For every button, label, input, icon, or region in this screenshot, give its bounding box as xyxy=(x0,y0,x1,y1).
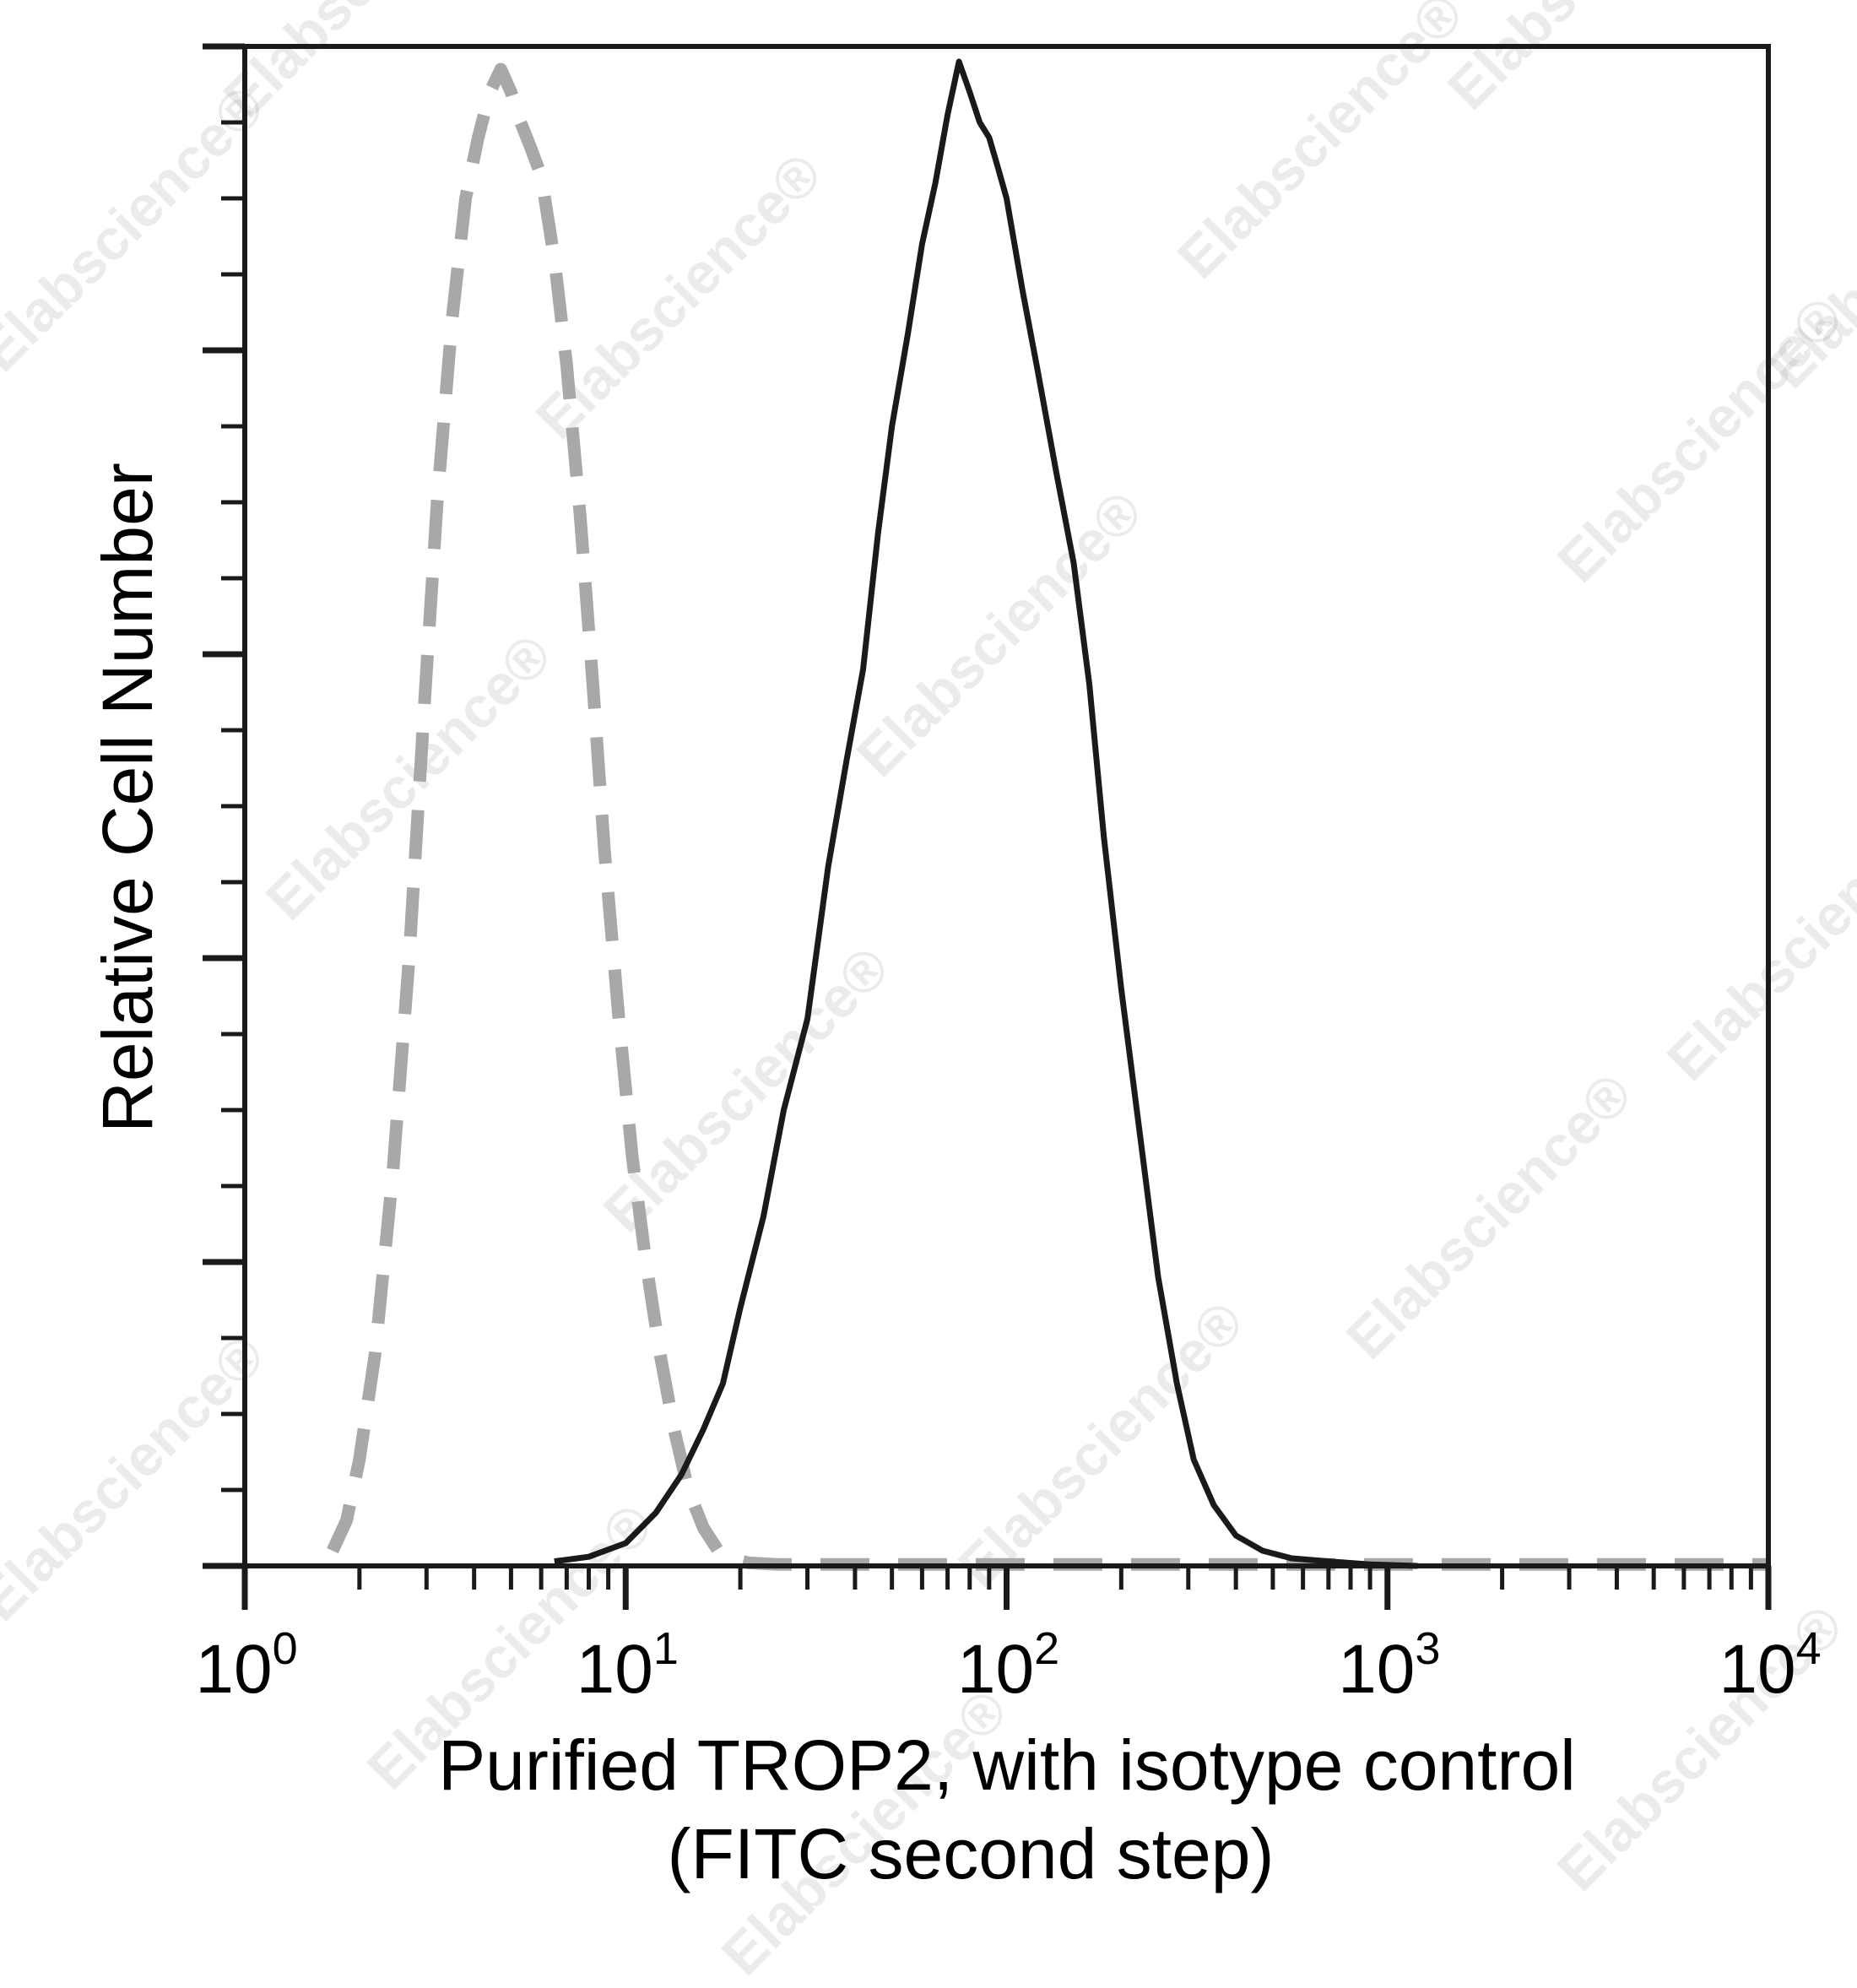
x-tick-label: 100 xyxy=(195,1623,297,1708)
plot-frame xyxy=(242,44,1771,1568)
x-axis-label-line1: Purified TROP2, with isotype control xyxy=(438,1725,1576,1805)
histogram-chart: 100 101 102 103 104 Relative Cell Number Pur… xyxy=(88,43,1822,1893)
x-axis-label-line2: (FITC second step) xyxy=(668,1814,1275,1893)
x-tick-label: 101 xyxy=(577,1623,679,1708)
x-tick-label: 104 xyxy=(1719,1623,1821,1708)
y-axis-label: Relative Cell Number xyxy=(88,463,167,1133)
x-tick-label: 103 xyxy=(1338,1623,1440,1708)
series-layer xyxy=(327,58,1768,1571)
isotype-control-series xyxy=(327,62,1768,1571)
trop2-series xyxy=(554,58,1418,1569)
axis-layer: 100 101 102 103 104 xyxy=(195,43,1822,1708)
x-tick-label: 102 xyxy=(957,1623,1059,1708)
